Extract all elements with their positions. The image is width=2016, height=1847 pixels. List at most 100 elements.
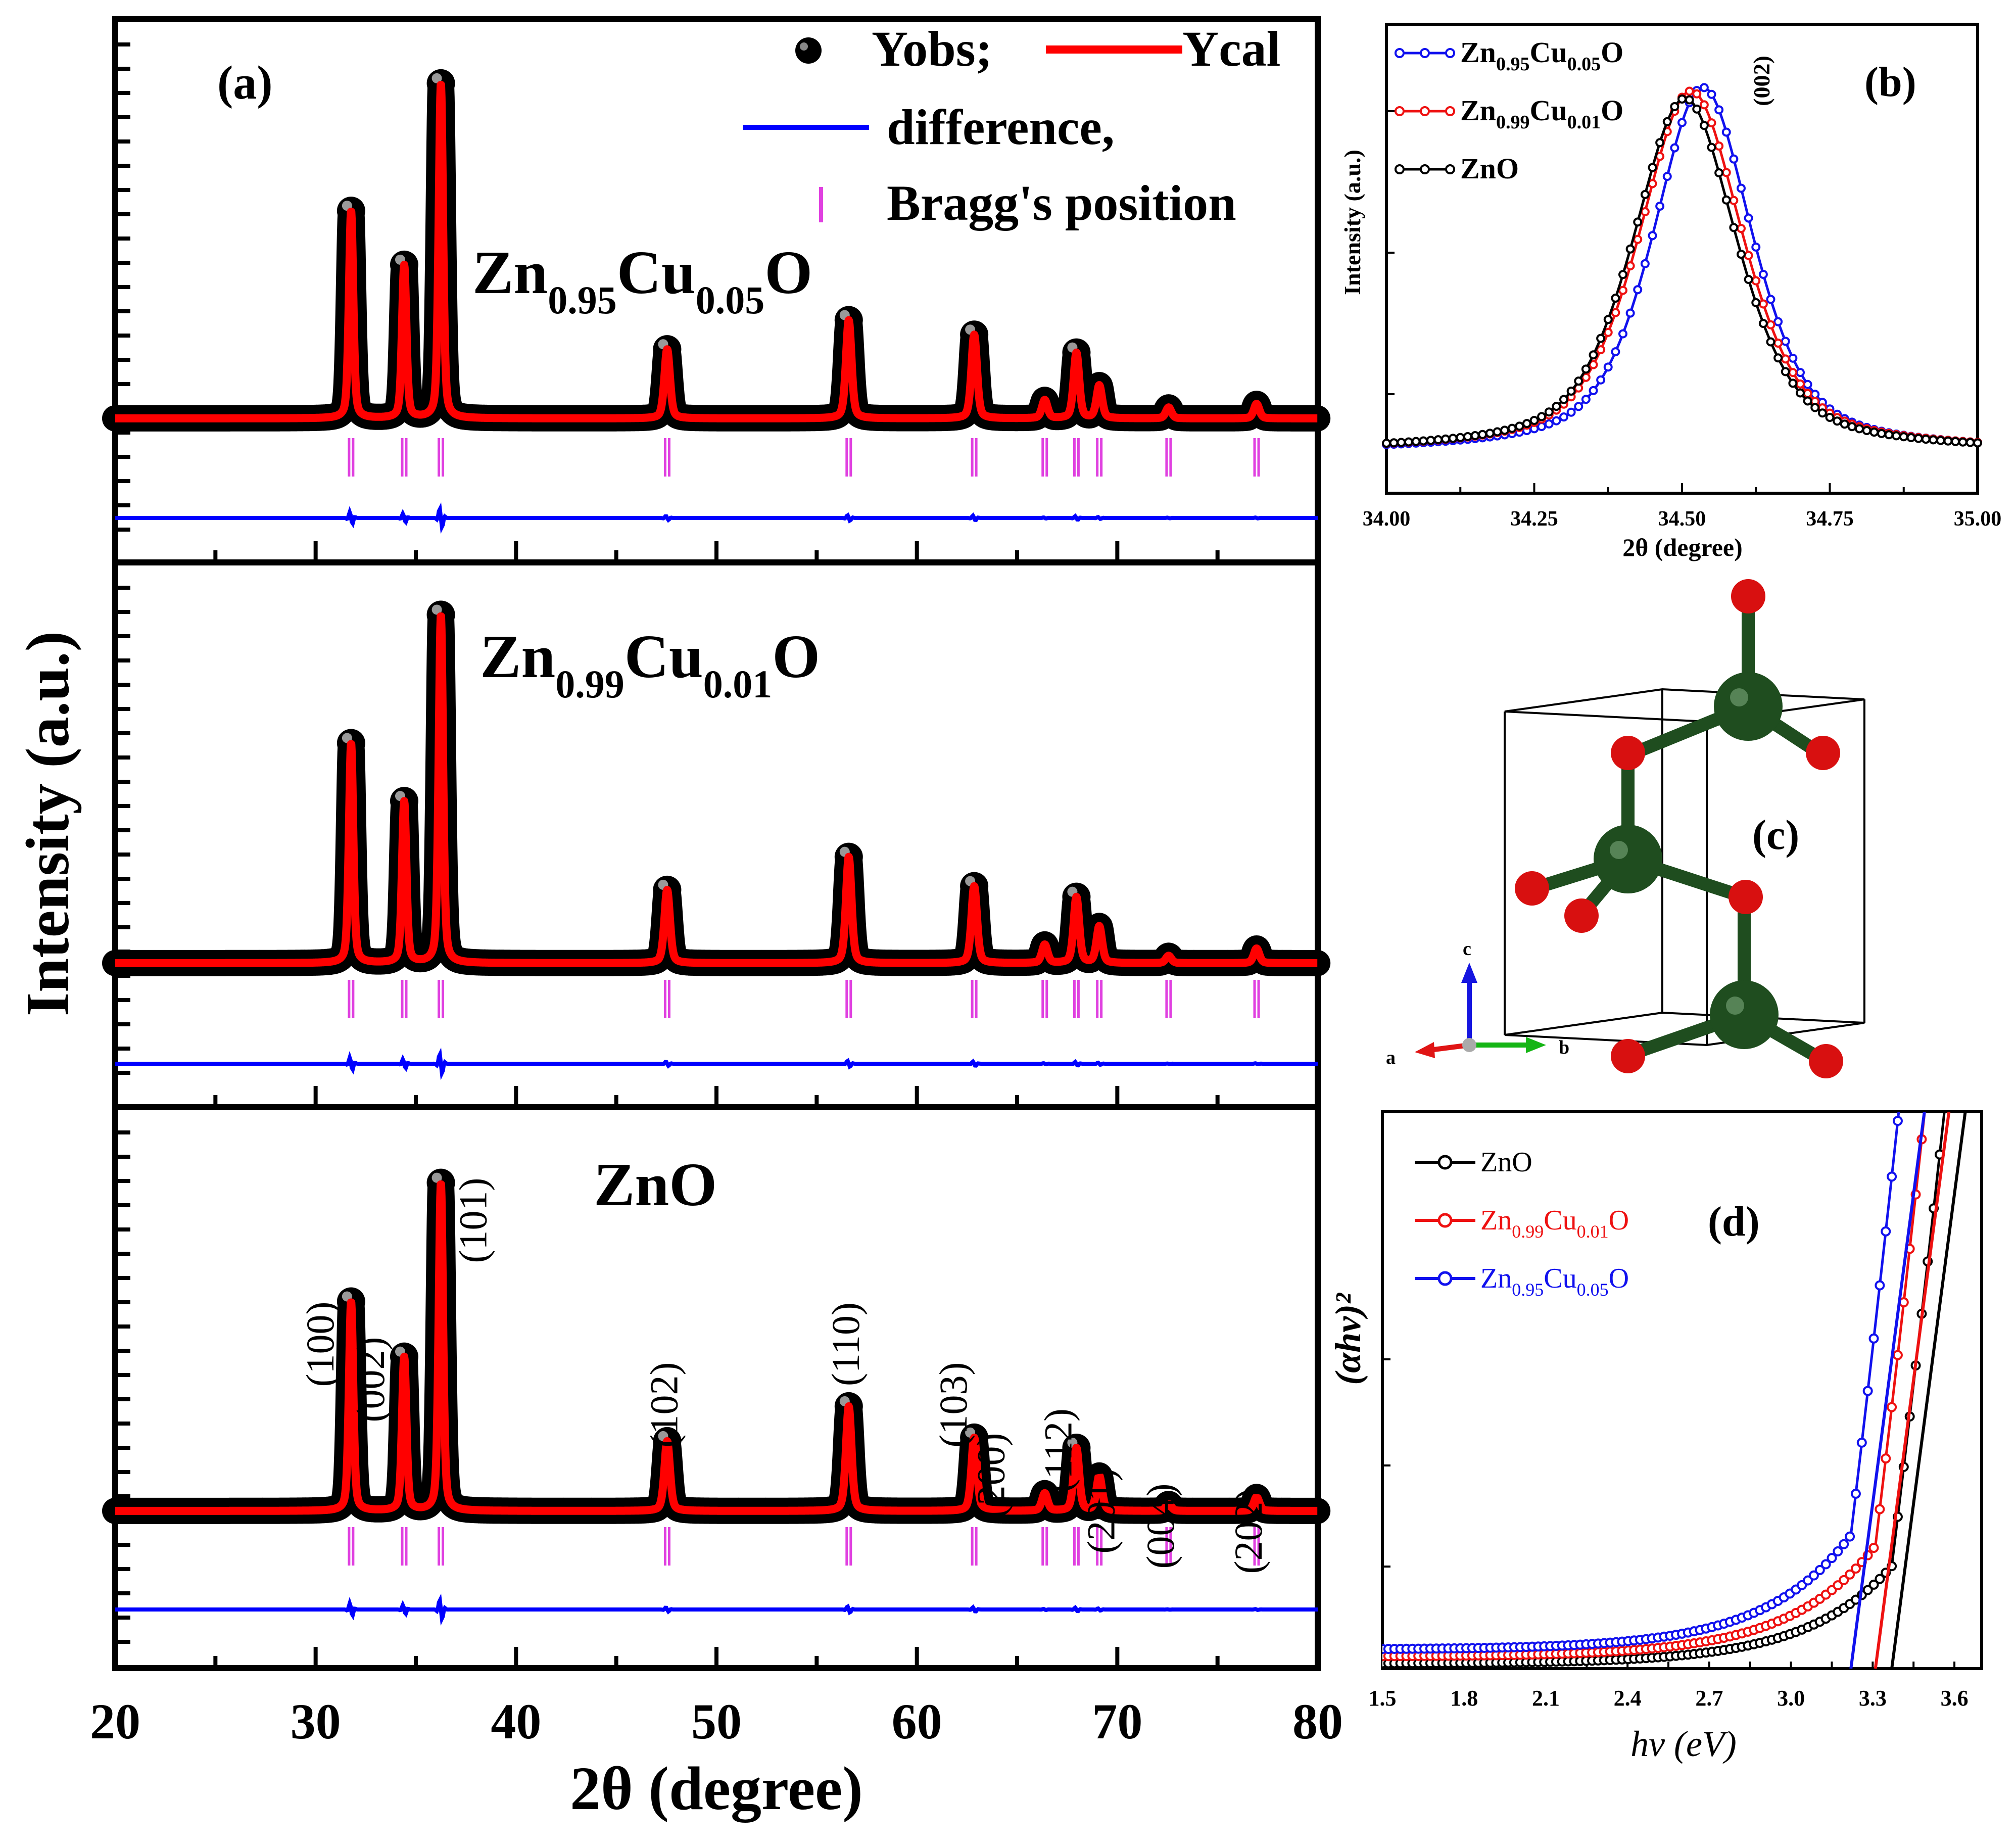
peak-point — [1589, 386, 1598, 395]
peak-point — [1633, 234, 1643, 244]
o-atom — [1806, 736, 1840, 770]
tauc-point — [1820, 1559, 1831, 1570]
x-tick-label: 34.25 — [1510, 507, 1558, 531]
peak-point — [1729, 196, 1739, 205]
calculated-curve — [111, 81, 1321, 422]
o-atom — [1809, 1044, 1843, 1078]
peak-point — [1470, 431, 1480, 440]
reflection-label: (102) — [642, 1362, 686, 1448]
reflection-label: (200) — [969, 1433, 1013, 1519]
tauc-point — [1862, 1386, 1873, 1396]
tauc-plot-panel: ZnO Zn0.99Cu0.01O Zn0.95Cu0.05O (d) 1.5 1.8… — [1328, 1110, 1983, 1764]
peak-point — [1692, 89, 1702, 99]
sample-label-2: Zn0.99Cu0.01O — [480, 623, 820, 706]
peak-point — [1721, 168, 1731, 177]
peak-point — [1899, 432, 1908, 442]
tauc-point — [1839, 1575, 1849, 1585]
peak-point — [1699, 100, 1709, 110]
peak-point — [1662, 172, 1672, 181]
tauc-point — [1839, 1539, 1849, 1549]
peak-point — [1685, 86, 1694, 96]
peak-point — [1493, 427, 1502, 437]
sample-label-1: Zn0.95Cu0.05O — [472, 239, 812, 322]
zn-atom — [1710, 980, 1779, 1049]
tauc-point — [1881, 1226, 1891, 1237]
peak-point — [1817, 408, 1827, 418]
reflection-label: (112) — [1036, 1408, 1080, 1492]
tauc-point — [1868, 1579, 1879, 1590]
legend-obs-label: Yobs; — [872, 21, 992, 77]
peak-point — [1648, 231, 1657, 241]
x-tick-label: 3.0 — [1777, 1686, 1805, 1711]
peak-point — [1618, 286, 1627, 295]
axis-label-b: b — [1559, 1037, 1569, 1058]
peak-point — [1714, 168, 1724, 177]
peak-point — [1973, 438, 1982, 448]
x-tick-label: 20 — [90, 1693, 140, 1749]
x-tick-labels: 1.5 1.8 2.1 2.4 2.7 3.0 3.3 3.6 — [1369, 1686, 1969, 1711]
tangent-line — [1849, 1112, 1926, 1669]
o-atom — [1564, 898, 1599, 933]
peak-point — [1507, 423, 1517, 433]
peak-point — [1803, 380, 1812, 389]
tauc-point — [1845, 1569, 1855, 1580]
peak-point — [1389, 438, 1399, 448]
peak-point — [1566, 387, 1576, 396]
y-axis-title-d: (αhν)² — [1328, 1293, 1368, 1385]
peak-point — [1936, 436, 1945, 445]
panel-label-a: (a) — [217, 57, 273, 109]
peak-point — [1951, 437, 1960, 446]
legend-label: Zn0.95Cu0.05O — [1480, 1263, 1629, 1300]
peak-point — [1699, 121, 1709, 130]
tangent-line — [1890, 1112, 1967, 1669]
peak-point — [1448, 434, 1458, 443]
peak-point — [1574, 376, 1583, 386]
legend-obs-marker — [795, 37, 822, 64]
peak-point — [1611, 293, 1620, 303]
tauc-point — [1875, 1280, 1885, 1291]
peak-point — [1855, 424, 1864, 434]
peak-point — [1625, 261, 1635, 271]
reflection-002-label: (002) — [1749, 56, 1774, 106]
x-tick-label: 1.8 — [1450, 1686, 1478, 1711]
peak-point — [1788, 368, 1798, 377]
reflection-label: (004) — [1138, 1484, 1182, 1569]
tauc-point — [1887, 1171, 1897, 1182]
peak-point — [1758, 299, 1768, 309]
peak-point — [1478, 430, 1487, 439]
legend-cal-label: Ycal — [1182, 21, 1280, 77]
peak-point — [1781, 367, 1790, 376]
peak-point — [1603, 315, 1613, 324]
tauc-point — [1892, 1350, 1903, 1360]
peak-point — [1833, 416, 1842, 426]
y-axis-title-b: Intensity (a.u.) — [1339, 150, 1365, 295]
x-axis-title-d: hν (eV) — [1630, 1724, 1737, 1764]
peak-point — [1456, 433, 1465, 442]
peak-point — [1914, 434, 1923, 443]
peak-point — [1737, 183, 1746, 193]
peak-point — [1463, 432, 1472, 441]
peak-point — [1721, 127, 1731, 137]
peak-point — [1574, 402, 1583, 411]
peak-point — [1640, 190, 1650, 199]
peak-point — [1906, 433, 1916, 443]
tauc-point — [1892, 1116, 1903, 1126]
peak-point — [1603, 327, 1613, 337]
peak-point — [1411, 437, 1421, 446]
tauc-point — [1875, 1504, 1885, 1514]
peak-point — [1758, 269, 1768, 279]
peak-point — [1596, 334, 1606, 343]
tauc-point — [1833, 1546, 1843, 1556]
peak-point — [1744, 251, 1753, 260]
x-tick-label: 1.5 — [1369, 1686, 1397, 1711]
reflection-labels: (100) (002) (101) (102) (110) (103)(200) (112)… — [298, 1178, 1270, 1574]
peak-point — [1685, 95, 1694, 105]
peak-point — [1537, 412, 1547, 421]
peak-point — [1921, 435, 1931, 444]
peak-point — [1707, 89, 1716, 99]
tauc-point — [1862, 1585, 1873, 1595]
tauc-point — [1856, 1437, 1867, 1448]
peak-point — [1758, 319, 1768, 328]
x-tick-label: 3.6 — [1941, 1686, 1969, 1711]
peak-point — [1515, 421, 1524, 431]
